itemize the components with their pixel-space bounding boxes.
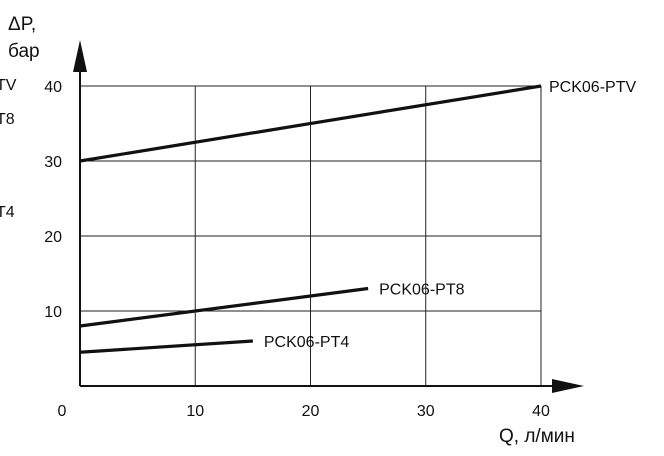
y-axis-arrow [73,40,87,72]
x-tick-label-3: 30 [417,403,435,420]
series-line-3 [79,339,253,354]
cropped-label-fragment-3: T4 [0,204,15,221]
cropped-label-fragment-2: T8 [0,111,15,128]
series-label-1: PCK06-PTV [549,79,636,96]
y-tick-label-3: 40 [44,79,62,96]
y-tick-label-2: 30 [44,154,62,171]
y-tick-label-1: 20 [44,229,62,246]
x-tick-label-1: 10 [186,403,204,420]
axes [73,40,584,393]
series-line-1 [79,84,542,163]
series-label-3: PCK06-PT4 [264,334,349,351]
cropped-label-fragment-1: TV [0,77,17,94]
y-axis-label-line2: бар [8,41,40,62]
series-label-2: PCK06-PT8 [379,282,464,299]
y-tick-label-0: 10 [44,304,62,321]
y-axis-label-line1: ΔP, [8,14,36,35]
series-lines [79,84,542,354]
x-tick-label-4: 40 [532,403,550,420]
x-axis-label: Q, л/мин [499,426,575,447]
grid [80,85,542,386]
series-line-2 [79,286,369,328]
x-tick-label-0: 0 [58,403,67,420]
labels: 0 10 20 30 40 10 20 30 40 PCK06-PTV PCK06-PT8 PCK06… [44,79,636,420]
x-axis-arrow [552,379,584,393]
x-tick-label-2: 20 [302,403,320,420]
